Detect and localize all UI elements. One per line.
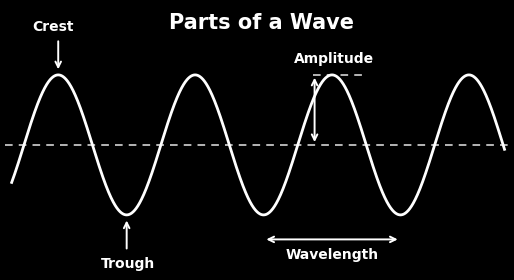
Text: Trough: Trough: [101, 257, 155, 271]
Text: Parts of a Wave: Parts of a Wave: [169, 13, 354, 33]
Text: Wavelength: Wavelength: [285, 248, 379, 262]
Text: Amplitude: Amplitude: [294, 52, 374, 66]
Text: Crest: Crest: [32, 20, 74, 34]
